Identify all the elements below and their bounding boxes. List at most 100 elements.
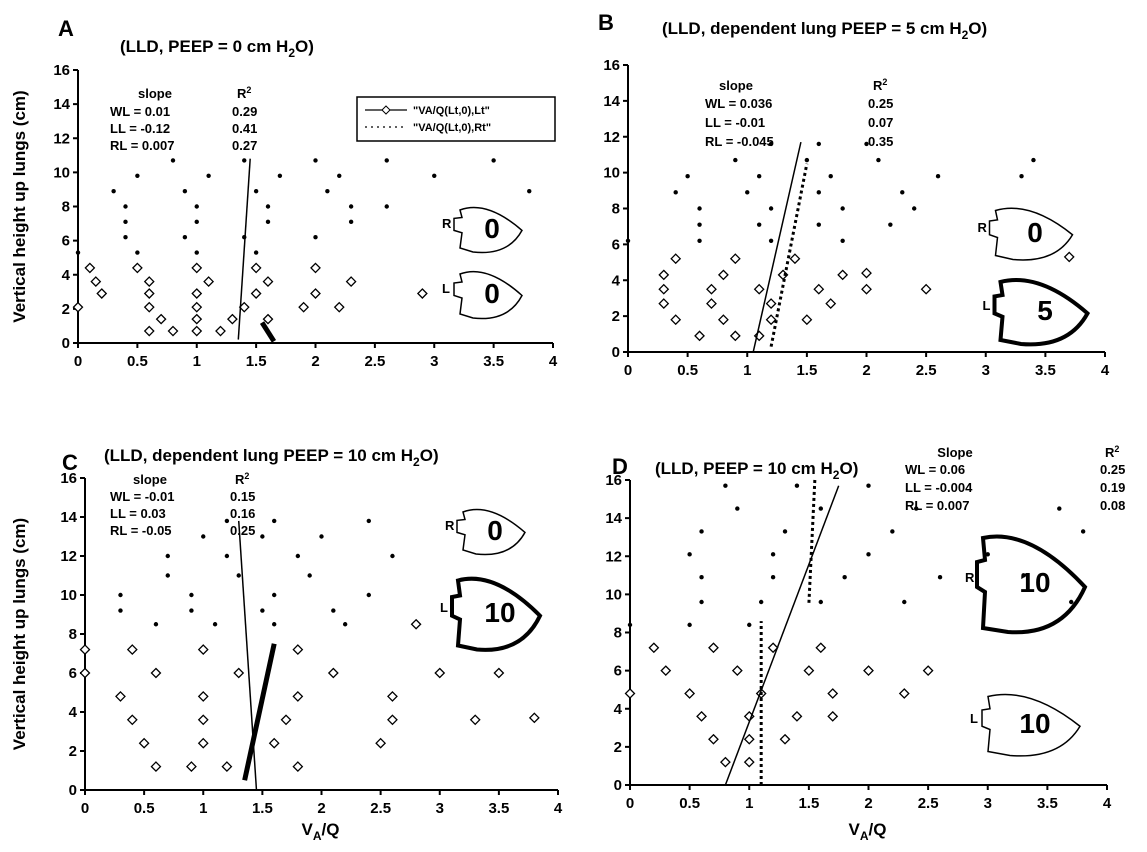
stats-cell: WL = 0.01 xyxy=(110,104,170,119)
diamond-point xyxy=(801,314,813,326)
dot-point xyxy=(170,158,176,163)
diamond-point xyxy=(131,262,143,274)
diamond-point xyxy=(920,283,932,295)
stats-header: R2 xyxy=(873,77,887,93)
dot-point xyxy=(625,238,631,243)
dot-point xyxy=(123,219,128,225)
diamond-point xyxy=(197,737,209,749)
lung-outline xyxy=(988,207,1074,261)
dot-point xyxy=(295,553,301,559)
dot-point xyxy=(890,529,895,534)
stats-cell: RL = 0.007 xyxy=(905,498,969,513)
diamond-point xyxy=(658,269,670,281)
dot-point xyxy=(816,222,821,227)
diamond-point xyxy=(767,642,779,654)
lung-side: R xyxy=(442,216,452,231)
diamond-point xyxy=(191,325,203,337)
diamond-point xyxy=(150,667,162,679)
diamond-point xyxy=(813,283,825,295)
diamond-point xyxy=(624,688,636,699)
panel-title: (LLD, dependent lung PEEP = 10 cm H2O) xyxy=(104,446,439,469)
xlabel-part: A xyxy=(860,829,869,843)
stats-cell: 0.07 xyxy=(868,115,893,130)
diamond-point xyxy=(416,288,428,299)
dot-point xyxy=(866,552,871,557)
lung-side: R xyxy=(445,518,455,533)
diamond-point xyxy=(837,269,849,281)
diamond-point xyxy=(250,262,262,274)
x-tick-label: 4 xyxy=(1101,362,1110,379)
stats-header-sup: 2 xyxy=(246,85,251,95)
dot-point xyxy=(1080,529,1086,534)
y-tick-label: 14 xyxy=(53,96,70,113)
dot-point xyxy=(165,573,170,578)
dot-point xyxy=(756,222,762,227)
dot-point xyxy=(123,204,128,209)
xlabel-part: V xyxy=(849,820,861,839)
x-tick-label: 0 xyxy=(624,362,632,379)
x-tick-label: 1 xyxy=(743,362,751,379)
dot-point xyxy=(384,158,389,163)
stats-cell: 0.16 xyxy=(230,506,255,521)
title-part: (LLD, dependent lung PEEP = 10 cm H xyxy=(104,446,413,465)
panel: B (LLD, dependent lung PEEP = 5 cm H2O)0 0… xyxy=(598,10,1110,379)
lung-side: R xyxy=(978,220,988,235)
panel-letter: D xyxy=(612,454,628,479)
panel-letter: A xyxy=(58,16,74,41)
dot-point xyxy=(189,592,194,598)
diamond-point xyxy=(493,667,505,679)
diamond-point xyxy=(827,688,839,699)
x-tick-label: 2.5 xyxy=(918,795,939,812)
diamond-point xyxy=(197,690,209,702)
x-tick-label: 1.5 xyxy=(246,353,267,370)
x-tick-label: 4 xyxy=(549,353,558,370)
legend-label: "VA/Q(Lt,0),Rt" xyxy=(413,122,491,134)
y-tick-label: 10 xyxy=(603,165,620,182)
x-tick-label: 1.5 xyxy=(252,800,273,817)
panel-title: (LLD, dependent lung PEEP = 5 cm H2O) xyxy=(662,19,987,42)
y-tick-label: 10 xyxy=(53,164,70,181)
stats-header-r: R xyxy=(873,78,883,93)
dot-point xyxy=(888,222,893,227)
diamond-point xyxy=(191,262,203,274)
diamond-point xyxy=(434,667,446,679)
lung-outline xyxy=(453,206,523,254)
dot-point xyxy=(491,158,496,163)
title-part: 2 xyxy=(288,46,295,60)
diamond-point xyxy=(861,283,872,295)
y-tick-label: 6 xyxy=(62,233,70,250)
y-tick-label: 2 xyxy=(69,743,77,760)
diamond-point xyxy=(825,298,837,309)
dot-point xyxy=(699,599,704,605)
dot-point xyxy=(165,553,170,559)
dot-point xyxy=(673,190,678,195)
legend-label: "VA/Q(Lt,0),Lt" xyxy=(413,105,490,117)
title-part: (LLD, dependent lung PEEP = 5 cm H xyxy=(662,19,962,38)
lung-outline xyxy=(992,278,1091,347)
panel: C (LLD, dependent lung PEEP = 10 cm H2O)0… xyxy=(10,446,563,843)
dot-point xyxy=(242,158,247,163)
lung-peep: 10 xyxy=(1019,567,1050,598)
dot-point xyxy=(723,483,728,488)
dot-point xyxy=(366,592,371,598)
dot-point xyxy=(212,622,218,627)
dot-point xyxy=(745,190,750,195)
title-part: (LLD, PEEP = 0 cm H xyxy=(120,37,288,56)
diamond-point xyxy=(186,761,197,773)
stats-cell: 0.15 xyxy=(230,489,255,504)
diamond-point xyxy=(706,283,717,295)
dot-point xyxy=(782,529,788,534)
title-part: 2 xyxy=(833,468,840,482)
y-tick-label: 4 xyxy=(612,272,621,289)
diamond-point xyxy=(779,733,791,745)
diamond-point xyxy=(333,301,345,313)
diamond-point xyxy=(115,690,126,702)
diamond-point xyxy=(262,313,274,325)
lung-peep: 10 xyxy=(1019,708,1050,739)
diamond-point xyxy=(143,288,155,299)
diamond-point xyxy=(191,313,203,325)
diamond-point xyxy=(729,330,741,342)
diamond-point xyxy=(292,690,304,702)
dot-point xyxy=(1021,573,1026,578)
stats-cell: 0.29 xyxy=(232,104,257,119)
